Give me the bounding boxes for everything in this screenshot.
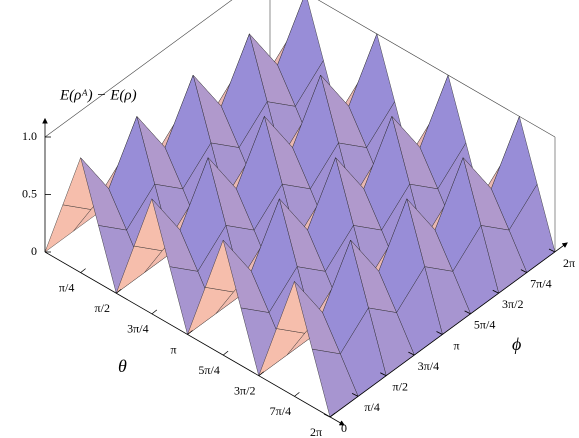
x-axis <box>44 251 345 426</box>
y-tick-label: 5π/4 <box>474 318 495 332</box>
y-axis <box>329 242 568 418</box>
x-tick-label: π/2 <box>95 301 110 315</box>
surface-facet <box>44 204 92 253</box>
y-tick <box>492 289 499 294</box>
x-tick-label: 2π <box>310 425 322 438</box>
y-tick-label: 0 <box>341 421 347 435</box>
x-tick <box>151 309 158 315</box>
x-tick <box>187 330 193 335</box>
z-tick-label: 1.0 <box>22 129 37 143</box>
y-tick <box>436 331 443 335</box>
y-axis-label: ϕ <box>512 334 521 354</box>
x-tick <box>80 268 86 273</box>
x-tick-label: π/4 <box>59 280 74 294</box>
z-tick-label: 0.5 <box>22 186 37 200</box>
x-tick-label: π <box>170 342 176 356</box>
y-tick-label: π/2 <box>393 380 408 394</box>
y-tick-label: 3π/4 <box>418 359 439 373</box>
y-tick <box>351 393 359 397</box>
x-tick <box>222 350 229 356</box>
y-tick <box>408 351 415 356</box>
y-tick-label: 3π/2 <box>502 297 523 311</box>
x-axis-label: θ <box>118 356 127 376</box>
y-tick-label: π/4 <box>364 400 379 414</box>
z-axis-label: E(ρᴬ) − E(ρ) <box>59 87 137 103</box>
y-tick <box>464 310 471 315</box>
x-tick-label: 3π/2 <box>234 384 255 398</box>
surface <box>44 0 556 418</box>
y-tick-label: 2π <box>563 256 575 270</box>
x-tick <box>294 392 300 397</box>
axes: 0 0.5 1.0 π/4 π/2 3π/4 π 5π/4 3π/2 7π/4 2π 0 π/4 π/2 3… <box>22 117 575 438</box>
z-tick-label: 0 <box>31 244 37 258</box>
y-tick-label: 7π/4 <box>530 276 551 290</box>
x-tick <box>329 412 336 418</box>
x-tick-label: 5π/4 <box>198 363 219 377</box>
y-tick <box>548 248 556 253</box>
x-tick <box>258 371 264 377</box>
x-tick <box>116 288 122 294</box>
y-tick <box>520 269 528 273</box>
box-edge <box>44 0 233 138</box>
y-tick <box>323 413 331 418</box>
box-edge <box>317 0 556 138</box>
x-tick-label: 7π/4 <box>270 404 291 418</box>
x-tick-label: 3π/4 <box>127 322 148 336</box>
y-tick <box>380 372 387 377</box>
y-tick-label: π <box>453 338 459 352</box>
